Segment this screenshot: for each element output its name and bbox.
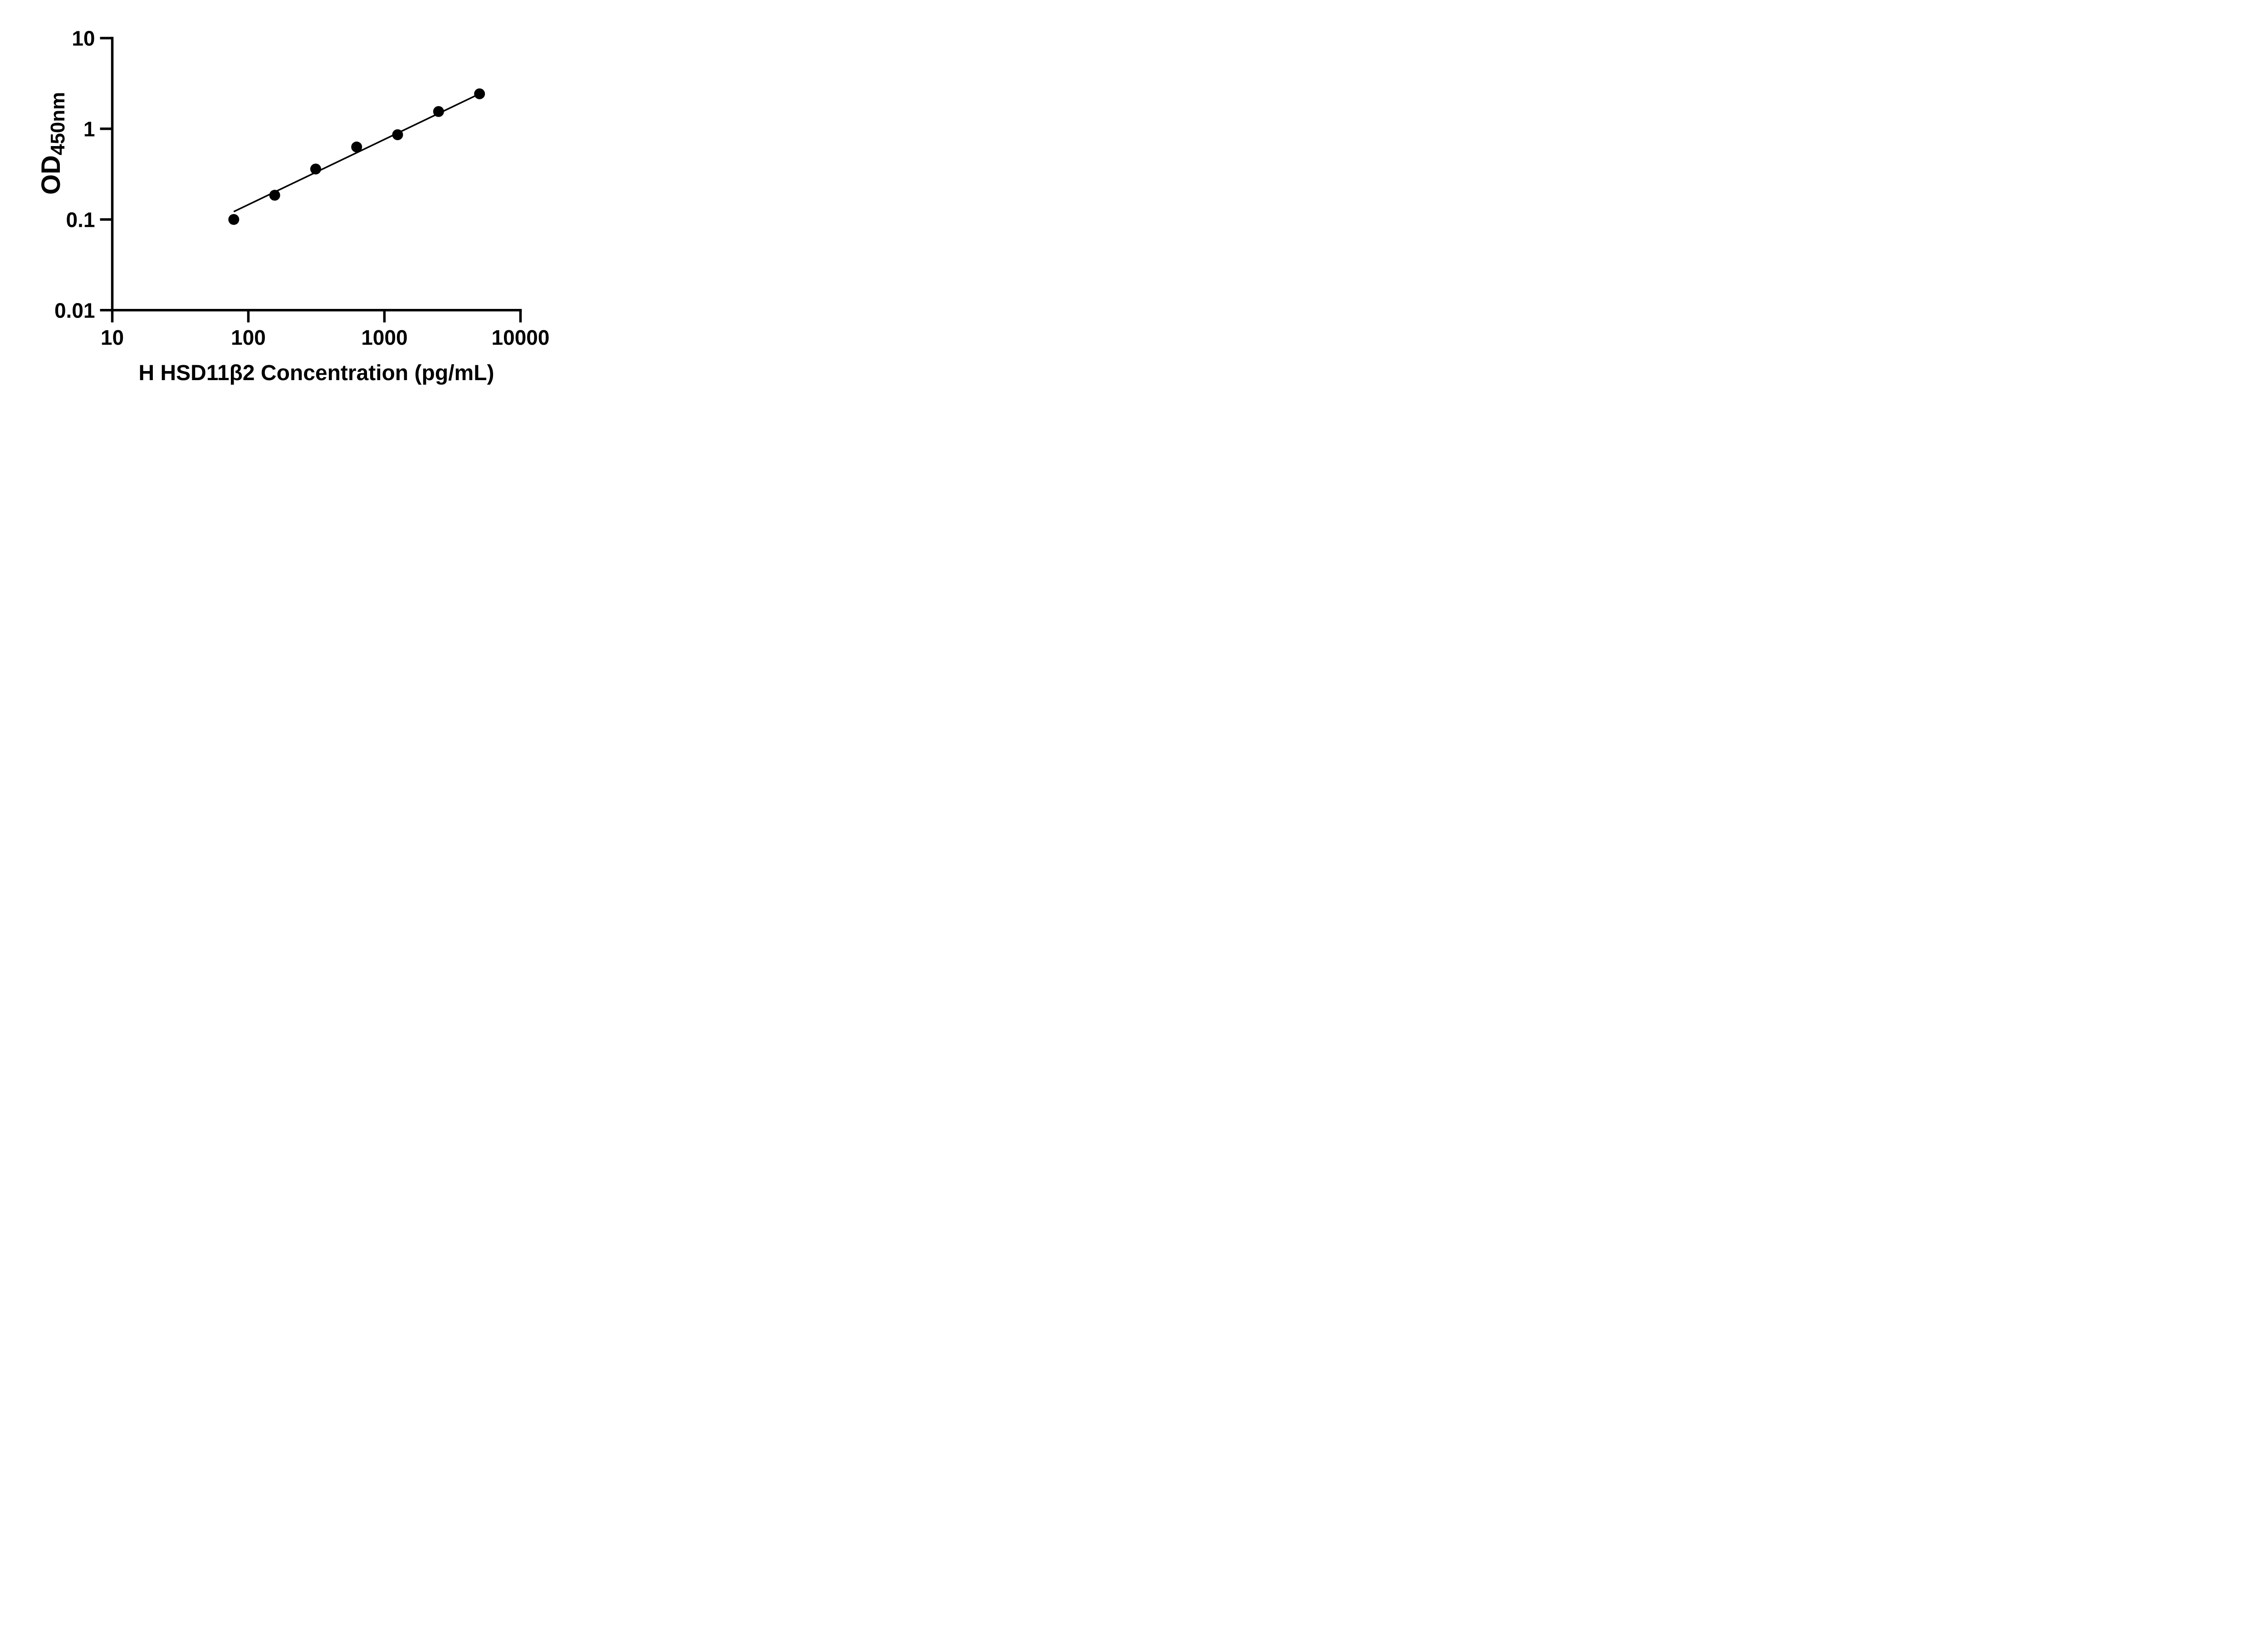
- data-point-x5000: [474, 88, 485, 99]
- chart-svg: 10 100 1000 10000 10 1 0.1 0.01 H HSD11β2 Conc…: [36, 26, 550, 385]
- data-point-x156.25: [269, 190, 280, 201]
- y-ticks: [100, 37, 112, 312]
- x-tick-label-10: 10: [101, 326, 124, 349]
- y-tick-labels: 10 1 0.1 0.01: [54, 26, 95, 322]
- y-tick-label-0.1: 0.1: [66, 208, 95, 231]
- y-tick-label-1: 1: [83, 117, 95, 141]
- data-point-x2500: [433, 106, 444, 117]
- data-point-x312.5: [310, 163, 321, 175]
- y-axis-title-subscript: 450nm: [47, 92, 69, 155]
- y-axis-title: OD450nm: [36, 92, 69, 195]
- x-axis-title: H HSD11β2 Concentration (pg/mL): [138, 361, 494, 385]
- data-point-x1250: [392, 129, 403, 141]
- x-tick-label-1000: 1000: [361, 326, 407, 349]
- data-point-x625: [351, 142, 362, 153]
- y-tick-label-0.01: 0.01: [54, 298, 95, 322]
- x-tick-labels: 10 100 1000 10000: [101, 326, 550, 349]
- x-tick-label-10000: 10000: [492, 326, 550, 349]
- figure: 10 100 1000 10000 10 1 0.1 0.01 H HSD11β2 Conc…: [0, 0, 583, 408]
- x-ticks: [111, 310, 522, 323]
- x-tick-label-100: 100: [231, 326, 266, 349]
- y-tick-label-10: 10: [72, 26, 95, 50]
- data-point-x78.125: [228, 214, 240, 225]
- data-points: [228, 88, 485, 225]
